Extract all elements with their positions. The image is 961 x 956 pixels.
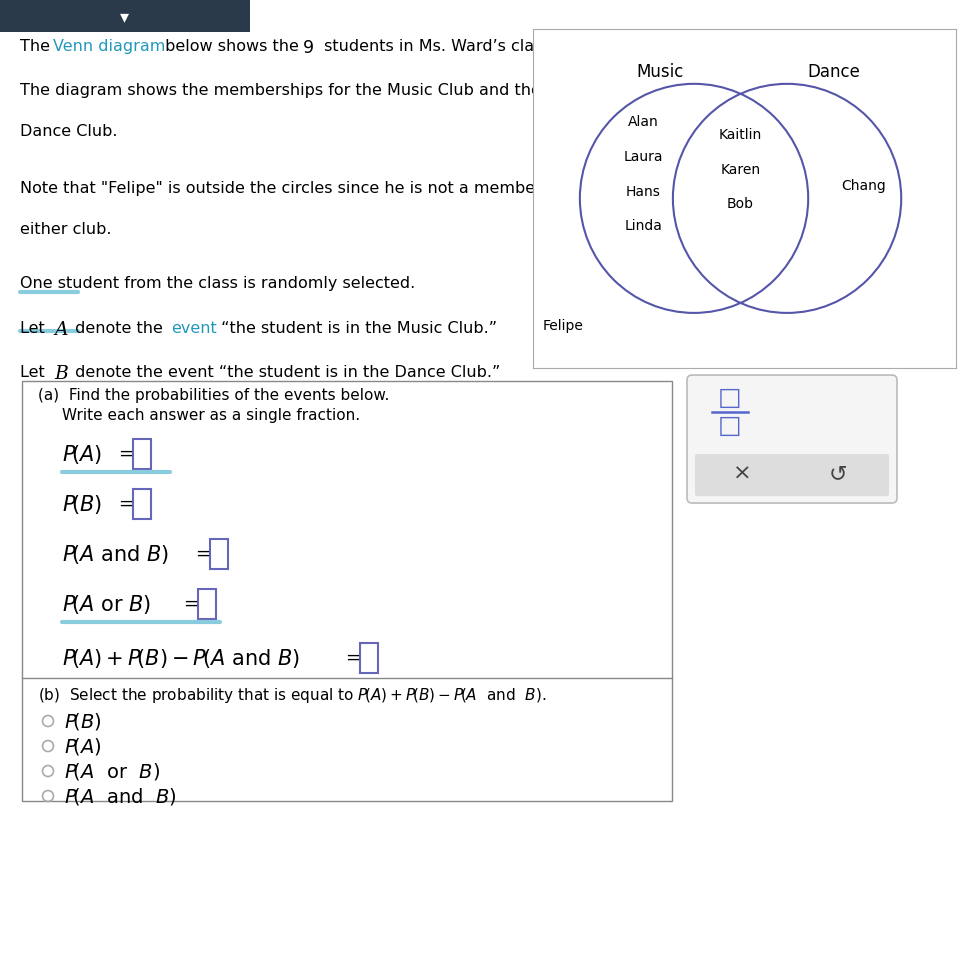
Text: The diagram shows the memberships for the Music Club and the: The diagram shows the memberships for th… (20, 83, 541, 98)
Text: $P\!\left(B\right)$: $P\!\left(B\right)$ (64, 710, 102, 731)
Text: Chang: Chang (841, 179, 885, 193)
Text: $P\!\left(A\ \mathrm{or}\ B\right)$: $P\!\left(A\ \mathrm{or}\ B\right)$ (62, 593, 151, 616)
FancyBboxPatch shape (695, 454, 889, 496)
Text: Alan: Alan (628, 115, 658, 129)
Text: either club.: either club. (20, 222, 111, 237)
Text: Dance Club.: Dance Club. (20, 123, 117, 139)
Text: Karen: Karen (721, 163, 760, 177)
Text: Hans: Hans (626, 185, 661, 199)
Text: The: The (20, 39, 56, 54)
Text: Let: Let (20, 364, 50, 380)
Text: =: = (118, 445, 133, 463)
Text: Note that "Felipe" is outside the circles since he is not a member of: Note that "Felipe" is outside the circle… (20, 182, 562, 196)
Text: students in Ms. Ward’s class.: students in Ms. Ward’s class. (319, 39, 555, 54)
Text: Let: Let (20, 320, 50, 336)
Text: $P\!\left(A\ \ \mathrm{or}\ \ B\right)$: $P\!\left(A\ \ \mathrm{or}\ \ B\right)$ (64, 761, 160, 781)
Text: =: = (183, 595, 198, 613)
Text: =: = (118, 495, 133, 513)
Text: below shows the: below shows the (160, 39, 305, 54)
Text: event: event (171, 320, 216, 336)
Text: □: □ (718, 386, 742, 410)
Text: Venn diagram: Venn diagram (53, 39, 165, 54)
FancyBboxPatch shape (133, 439, 151, 469)
Text: Music: Music (636, 63, 684, 80)
Text: $P\!\left(B\right)$: $P\!\left(B\right)$ (62, 492, 102, 515)
Text: $P\!\left(A\ \ \mathrm{and}\ \ B\right)$: $P\!\left(A\ \ \mathrm{and}\ \ B\right)$ (64, 786, 177, 807)
Text: □: □ (718, 414, 742, 438)
Text: “the student is in the Music Club.”: “the student is in the Music Club.” (216, 320, 497, 336)
Text: One student from the class is randomly selected.: One student from the class is randomly s… (20, 276, 415, 292)
FancyBboxPatch shape (360, 643, 378, 673)
Text: ×: × (732, 464, 752, 484)
Text: Bob: Bob (727, 197, 754, 211)
Text: 9: 9 (303, 39, 314, 56)
Text: Dance: Dance (807, 63, 860, 80)
Text: $P\!\left(A\ \mathrm{and}\ B\right)$: $P\!\left(A\ \mathrm{and}\ B\right)$ (62, 543, 169, 566)
Text: Kaitlin: Kaitlin (719, 128, 762, 141)
FancyBboxPatch shape (133, 489, 151, 519)
Text: denote the event “the student is in the Dance Club.”: denote the event “the student is in the … (70, 364, 501, 380)
FancyBboxPatch shape (210, 539, 228, 569)
FancyBboxPatch shape (22, 381, 672, 801)
Text: ▾: ▾ (120, 9, 130, 27)
FancyBboxPatch shape (198, 589, 216, 619)
FancyBboxPatch shape (687, 375, 897, 503)
Text: (b)  Select the probability that is equal to $P\!\left(A\right)+P\!\left(B\right: (b) Select the probability that is equal… (38, 686, 547, 705)
Text: =: = (195, 545, 210, 563)
Text: $P\!\left(A\right)$: $P\!\left(A\right)$ (62, 443, 102, 466)
Text: Write each answer as a single fraction.: Write each answer as a single fraction. (62, 408, 360, 424)
Text: B: B (55, 364, 68, 382)
Text: (a)  Find the probabilities of the events below.: (a) Find the probabilities of the events… (38, 388, 389, 403)
Text: denote the: denote the (70, 320, 168, 336)
Text: ↺: ↺ (828, 464, 848, 484)
Text: Felipe: Felipe (543, 318, 583, 333)
Text: A: A (55, 320, 68, 338)
Text: Linda: Linda (625, 219, 662, 233)
Text: $P\!\left(A\right)$: $P\!\left(A\right)$ (64, 735, 102, 756)
Text: Laura: Laura (624, 150, 663, 163)
Bar (0, 0, 250, 32)
Text: =: = (345, 649, 360, 667)
Text: $P\!\left(A\right)+P\!\left(B\right)-P\!\left(A\ \mathrm{and}\ B\right)$: $P\!\left(A\right)+P\!\left(B\right)-P\!… (62, 646, 300, 669)
